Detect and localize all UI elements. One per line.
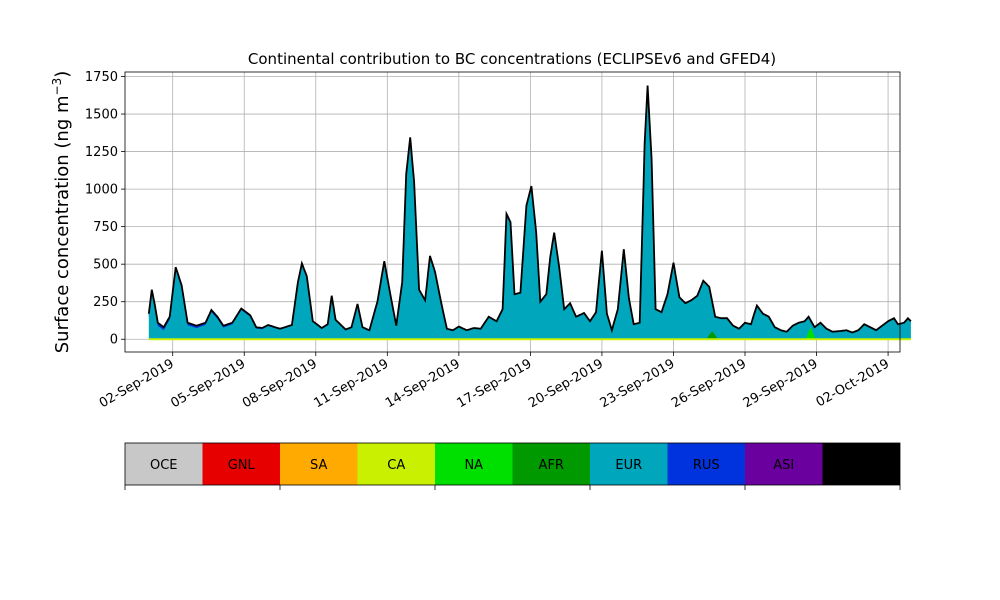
colorbar-legend: OCE GNL SA CA NA AFR EUR RUS ASI AUS <box>124 442 901 490</box>
axes-frame <box>124 71 901 353</box>
series-line-total <box>147 85 912 334</box>
colorbar-segment-gnl <box>202 443 280 485</box>
colorbar-segment-na <box>435 443 513 485</box>
chart-title: Continental contribution to BC concentra… <box>248 50 776 68</box>
colorbar-label-eur: EUR <box>615 458 642 473</box>
y-tick-label: 750 <box>93 220 118 235</box>
series-area-ca <box>148 338 911 341</box>
y-axis-label-close: ) <box>52 71 73 78</box>
series-area-afr <box>706 330 719 340</box>
colorbar-label-rus: RUS <box>693 458 720 473</box>
y-tick-label: 1000 <box>85 183 118 198</box>
colorbar-label-aus: AUS <box>848 458 875 473</box>
colorbar-segment-ca <box>357 443 435 485</box>
colorbar-label-afr: AFR <box>539 458 564 473</box>
colorbar-segment-afr <box>512 443 590 485</box>
colorbar-label-ca: CA <box>387 458 405 473</box>
colorbar-segment-eur <box>590 443 668 485</box>
colorbar-segment-sa <box>280 443 358 485</box>
plot-area <box>147 85 912 341</box>
y-axis-label-exponent: −3 <box>50 78 64 96</box>
series-area-eur <box>148 85 911 340</box>
y-tick-label: 1500 <box>85 108 118 123</box>
y-tick-label: 500 <box>93 258 118 273</box>
y-tick-label: 0 <box>110 333 118 348</box>
y-tick-label: 250 <box>93 295 118 310</box>
y-tick-label: 1750 <box>85 70 118 85</box>
series-area-na <box>805 327 816 340</box>
colorbar-label-na: NA <box>464 458 483 473</box>
colorbar-label-gnl: GNL <box>228 458 256 473</box>
y-axis-label-main: Surface concentration (ng m <box>52 95 73 353</box>
colorbar-segment-aus <box>822 443 900 485</box>
colorbar-segment-asi <box>745 443 823 485</box>
y-tick-label: 1250 <box>85 145 118 160</box>
y-axis-label: Surface concentration (ng m−3) <box>50 71 73 354</box>
colorbar-label-sa: SA <box>310 458 327 473</box>
colorbar-label-oce: OCE <box>150 458 178 473</box>
grid-lines <box>125 72 900 352</box>
colorbar-segment-rus <box>667 443 745 485</box>
colorbar-frame <box>124 442 901 486</box>
colorbar-label-asi: ASI <box>773 458 794 473</box>
colorbar-segment-oce <box>125 443 203 485</box>
